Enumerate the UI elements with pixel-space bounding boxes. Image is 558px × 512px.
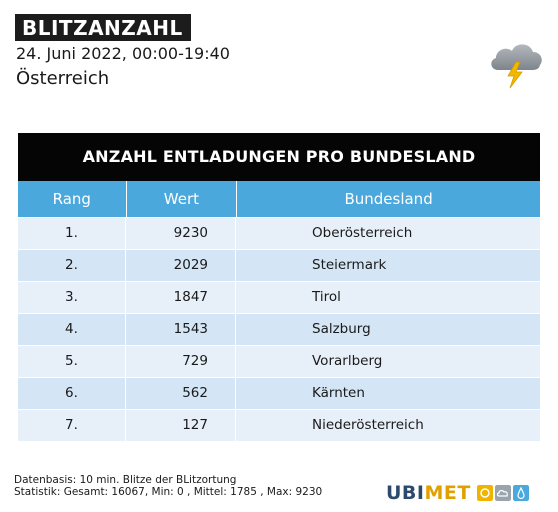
ubimet-logo: UBI MET xyxy=(386,482,529,504)
rain-box-icon xyxy=(512,485,529,501)
cell-rang: 4. xyxy=(18,314,126,345)
cell-wert: 1543 xyxy=(126,314,236,345)
cell-rang: 6. xyxy=(18,378,126,409)
cell-bundesland: Steiermark xyxy=(312,257,387,273)
cloud-box-icon xyxy=(494,485,511,501)
table-row: 5. 729 Vorarlberg xyxy=(18,345,540,377)
cell-bundesland: Tirol xyxy=(312,289,341,305)
column-header-rang: Rang xyxy=(18,181,127,217)
cell-wert: 127 xyxy=(126,410,236,441)
logo-weather-boxes xyxy=(475,485,529,501)
logo-text-ubi: UBI xyxy=(386,482,425,504)
table-row: 6. 562 Kärnten xyxy=(18,377,540,409)
region-label: Österreich xyxy=(16,68,110,89)
column-header-wert: Wert xyxy=(127,181,238,217)
page-title: BLITZANZAHL xyxy=(15,14,191,41)
footer-data-source: Datenbasis: 10 min. Blitze der BLitzortu… xyxy=(14,474,237,486)
cell-rang: 5. xyxy=(18,346,126,377)
column-header-bundesland: Bundesland xyxy=(344,190,433,208)
table-row: 7. 127 Niederösterreich xyxy=(18,409,540,441)
table-row: 1. 9230 Oberösterreich xyxy=(18,217,540,249)
table-header-row: Rang Wert Bundesland xyxy=(18,181,540,217)
lightning-table: ANZAHL ENTLADUNGEN PRO BUNDESLAND Rang W… xyxy=(18,133,540,441)
table-row: 3. 1847 Tirol xyxy=(18,281,540,313)
table-body: 1. 9230 Oberösterreich 2. 2029 Steiermark 3. 18… xyxy=(18,217,540,441)
cell-wert: 729 xyxy=(126,346,236,377)
cell-bundesland: Oberösterreich xyxy=(312,225,413,241)
cell-wert: 2029 xyxy=(126,250,236,281)
cell-rang: 7. xyxy=(18,410,126,441)
table-row: 4. 1543 Salzburg xyxy=(18,313,540,345)
cell-rang: 3. xyxy=(18,282,126,313)
cell-wert: 9230 xyxy=(126,218,236,249)
sun-box-icon xyxy=(476,485,493,501)
cell-rang: 1. xyxy=(18,218,126,249)
cell-wert: 1847 xyxy=(126,282,236,313)
cell-bundesland: Niederösterreich xyxy=(312,417,424,433)
logo-text-met: MET xyxy=(424,482,471,504)
cell-bundesland: Salzburg xyxy=(312,321,371,337)
footer-statistics: Statistik: Gesamt: 16067, Min: 0 , Mitte… xyxy=(14,486,323,498)
table-title: ANZAHL ENTLADUNGEN PRO BUNDESLAND xyxy=(18,133,540,181)
cell-bundesland: Kärnten xyxy=(312,385,365,401)
table-row: 2. 2029 Steiermark xyxy=(18,249,540,281)
date-range: 24. Juni 2022, 00:00-19:40 xyxy=(16,44,230,63)
cell-bundesland: Vorarlberg xyxy=(312,353,383,369)
cell-rang: 2. xyxy=(18,250,126,281)
thunderstorm-cloud-icon xyxy=(491,44,542,89)
cell-wert: 562 xyxy=(126,378,236,409)
